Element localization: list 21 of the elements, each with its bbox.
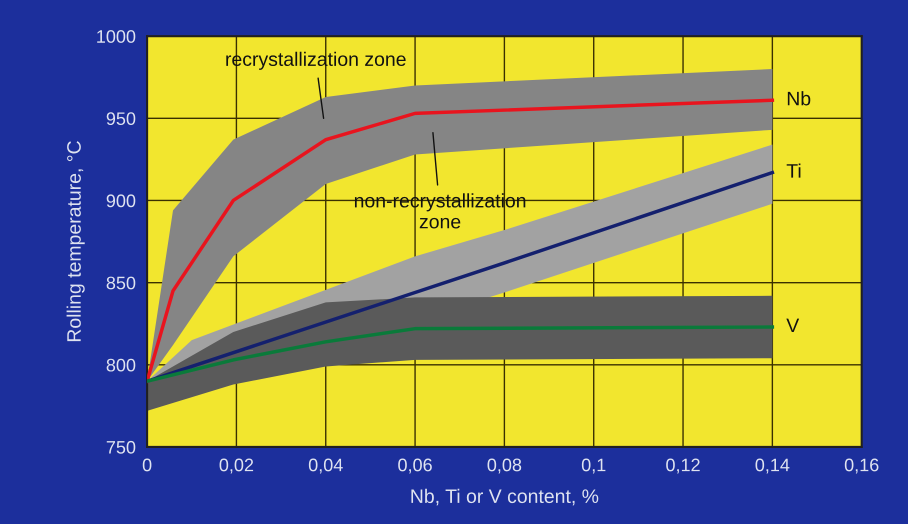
series-label: Ti <box>786 163 800 178</box>
x-tick-label: 0 <box>142 458 152 472</box>
y-tick-label: 950 <box>106 112 136 126</box>
x-tick-label: 0,02 <box>220 458 254 474</box>
x-tick-label: 0,1 <box>582 458 606 474</box>
y-tick-label: 1000 <box>97 30 136 43</box>
line-series <box>147 325 774 383</box>
series-label: Nb <box>788 91 810 106</box>
x-tick-label: 0,06 <box>398 458 432 474</box>
x-tick-label: 0,04 <box>308 458 343 474</box>
y-tick-label: 750 <box>106 440 136 454</box>
y-tick-label: 900 <box>106 194 136 208</box>
y-tick-label: 800 <box>106 358 136 372</box>
x-tick-label: 0,08 <box>488 458 522 474</box>
x-tick-label: 0,12 <box>666 458 700 474</box>
x-tick-label: 0,16 <box>844 458 878 474</box>
x-tick-label: 0,14 <box>756 458 790 474</box>
series-label: V <box>786 318 800 332</box>
y-tick-label: 850 <box>106 276 136 290</box>
y-axis-title: Rolling temperature, °C <box>66 141 85 342</box>
x-axis-title: Nb, Ti or V content, % <box>411 488 598 506</box>
